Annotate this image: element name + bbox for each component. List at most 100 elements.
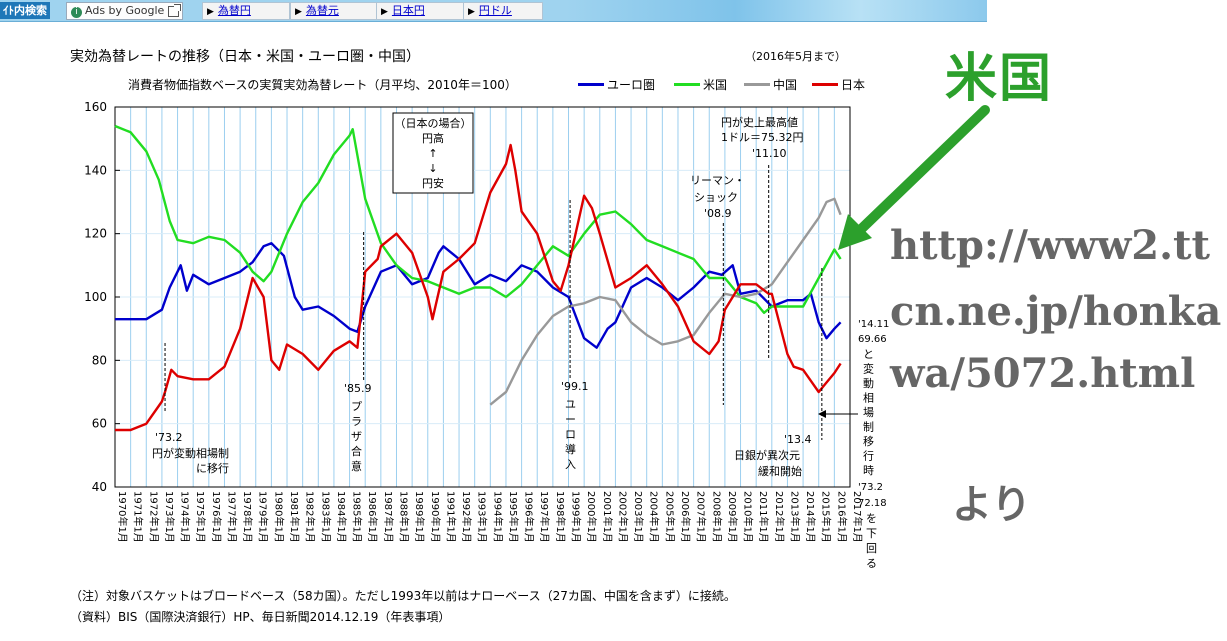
x-tick-label: 1999年1月 bbox=[570, 491, 583, 543]
annotation-text: 69.66 bbox=[858, 334, 887, 345]
x-tick-label: 1988年1月 bbox=[397, 491, 410, 543]
source-suffix: より bbox=[952, 481, 1032, 528]
series-line-2 bbox=[489, 197, 842, 406]
annotation-text: 場 bbox=[863, 406, 874, 419]
x-tick-label: 2009年1月 bbox=[726, 491, 739, 543]
x-tick-label: 2002年1月 bbox=[616, 491, 629, 543]
x-tick-label: 2016年1月 bbox=[835, 491, 848, 543]
legend-china: 中国 bbox=[744, 76, 797, 92]
x-tick-label: 1997年1月 bbox=[538, 491, 551, 543]
annotation-text: 合 bbox=[351, 444, 362, 458]
annotation-text: 行 bbox=[863, 450, 874, 463]
x-tick-label: 1982年1月 bbox=[304, 491, 317, 543]
legend-swatch bbox=[812, 83, 838, 86]
play-triangle-icon: ▶ bbox=[207, 7, 214, 17]
x-tick-label: 1991年1月 bbox=[444, 491, 457, 543]
annotation-text: プ bbox=[351, 400, 362, 413]
play-triangle-icon: ▶ bbox=[295, 7, 302, 17]
series-line-0 bbox=[115, 241, 842, 349]
arrow-head-icon bbox=[818, 410, 826, 418]
y-tick-label: 160 bbox=[84, 100, 107, 114]
annotation-text: '73.2 bbox=[858, 482, 883, 493]
annotation-text: '08.9 bbox=[704, 207, 732, 220]
annotation-text: 入 bbox=[565, 458, 576, 471]
x-tick-label: 1989年1月 bbox=[413, 491, 426, 543]
annotation-text: ショック bbox=[694, 191, 738, 204]
x-tick-label: 1975年1月 bbox=[194, 491, 207, 543]
x-tick-label: 2008年1月 bbox=[710, 491, 723, 543]
source-url-line-1: http://www2.tt bbox=[890, 222, 1210, 269]
x-tick-label: 2005年1月 bbox=[663, 491, 676, 543]
direction-note-box bbox=[392, 112, 474, 194]
x-tick-label: 1993年1月 bbox=[476, 491, 489, 543]
legend-japan: 日本 bbox=[812, 76, 865, 92]
x-tick-label: 1974年1月 bbox=[179, 491, 192, 543]
annotation-text: る bbox=[866, 557, 877, 570]
play-triangle-icon: ▶ bbox=[381, 7, 388, 17]
footnote-source: （資料）BIS（国際決済銀行）HP、毎日新聞2014.12.19（年表事項） bbox=[70, 610, 451, 624]
annotation-text: ユ bbox=[565, 398, 576, 411]
annotation-text: 円安 bbox=[422, 176, 444, 190]
source-url-line-2: cn.ne.jp/honka bbox=[890, 288, 1222, 335]
legend-swatch bbox=[578, 83, 604, 86]
nav-link-3[interactable]: ▶ 日本円 bbox=[376, 2, 464, 20]
annotation-text: '99.1 bbox=[561, 380, 589, 393]
y-tick-label: 140 bbox=[84, 163, 107, 177]
ads-label: Ads by Google bbox=[85, 4, 165, 17]
site-search-logo[interactable]: ｲﾄ内検索 bbox=[0, 2, 50, 19]
annotation-text: '11.10 bbox=[752, 147, 787, 160]
annotation-text: 変 bbox=[863, 362, 874, 376]
annotation-text: （日本の場合） bbox=[395, 116, 472, 130]
x-tick-label: 2010年1月 bbox=[742, 491, 755, 543]
x-tick-label: 1995年1月 bbox=[507, 491, 520, 543]
legend-us: 米国 bbox=[674, 76, 727, 92]
x-tick-label: 1981年1月 bbox=[288, 491, 301, 543]
series-line-1 bbox=[114, 124, 842, 314]
callout-arrow-shaft bbox=[850, 105, 990, 240]
x-tick-label: 1985年1月 bbox=[351, 491, 364, 543]
x-tick-label: 1977年1月 bbox=[225, 491, 238, 543]
x-tick-label: 2017年1月 bbox=[851, 491, 864, 543]
annotation-text: ザ bbox=[351, 430, 362, 443]
annotation-text: '14.11 bbox=[858, 319, 889, 330]
y-tick-label: 100 bbox=[84, 290, 107, 304]
y-tick-label: 80 bbox=[92, 353, 107, 367]
x-tick-label: 1976年1月 bbox=[210, 491, 223, 543]
callout-arrow-head-icon bbox=[838, 214, 872, 250]
info-icon: i bbox=[71, 7, 82, 18]
x-tick-label: 1996年1月 bbox=[523, 491, 536, 543]
x-tick-label: 1986年1月 bbox=[366, 491, 379, 543]
play-triangle-icon: ▶ bbox=[468, 7, 475, 17]
x-tick-label: 1987年1月 bbox=[382, 491, 395, 543]
annotation-text: ロ bbox=[565, 428, 576, 441]
annotation-text: ↑ bbox=[428, 147, 437, 160]
annotation-text: 下 bbox=[866, 527, 877, 540]
annotation-text: 1ドル＝75.32円 bbox=[721, 131, 804, 144]
ads-by-google-button[interactable]: i Ads by Google bbox=[66, 2, 184, 20]
annotation-text: '73.2 bbox=[155, 431, 183, 444]
x-tick-label: 2014年1月 bbox=[804, 491, 817, 543]
x-tick-label: 2012年1月 bbox=[773, 491, 786, 543]
annotation-text: と bbox=[863, 348, 874, 361]
x-tick-label: 1973年1月 bbox=[163, 491, 176, 543]
annotation-text: 時 bbox=[863, 464, 874, 477]
decorative-wave bbox=[567, 0, 987, 21]
annotation-text: に移行 bbox=[196, 462, 229, 475]
annotation-text: ー bbox=[565, 413, 576, 426]
x-tick-label: 1978年1月 bbox=[241, 491, 254, 543]
x-tick-label: 1983年1月 bbox=[319, 491, 332, 543]
annotation-text: 制 bbox=[863, 421, 874, 434]
source-url-line-3: wa/5072.html bbox=[890, 350, 1196, 397]
annotation-text: 円が史上最高値 bbox=[721, 115, 798, 129]
annotation-text: 円が変動相場制 bbox=[152, 446, 229, 460]
x-tick-label: 2007年1月 bbox=[695, 491, 708, 543]
nav-link-1[interactable]: ▶ 為替円 bbox=[202, 2, 290, 20]
as-of-note: （2016年5月まで） bbox=[745, 50, 846, 63]
annotation-text: 緩和開始 bbox=[758, 464, 802, 478]
annotation-text: ↓ bbox=[428, 162, 437, 175]
x-tick-label: 2000年1月 bbox=[585, 491, 598, 543]
x-tick-label: 1998年1月 bbox=[554, 491, 567, 543]
series-line-3 bbox=[115, 143, 842, 432]
nav-link-4[interactable]: ▶ 円ドル bbox=[463, 2, 543, 20]
